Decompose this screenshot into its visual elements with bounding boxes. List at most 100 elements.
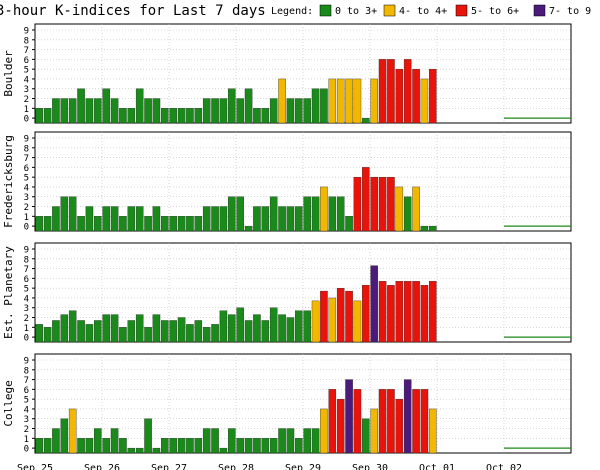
bar — [194, 108, 203, 124]
bar — [253, 206, 261, 232]
bar — [336, 398, 345, 454]
y-tick-label: 1 — [24, 213, 29, 223]
bar — [328, 389, 337, 454]
bar — [269, 307, 278, 343]
bar — [429, 408, 437, 454]
bar — [353, 300, 362, 343]
bar — [278, 206, 286, 232]
bar — [261, 206, 270, 232]
bar — [169, 320, 177, 343]
y-tick-label: 9 — [24, 135, 29, 145]
bar — [412, 389, 420, 454]
bar — [412, 68, 420, 124]
bar — [228, 196, 236, 232]
bar — [228, 428, 236, 454]
panel-frame — [34, 242, 572, 343]
bar — [127, 206, 136, 232]
panel-label: Boulder — [2, 50, 15, 97]
bar — [395, 186, 404, 232]
bar — [362, 167, 370, 232]
bar — [161, 216, 169, 232]
bar — [35, 108, 43, 124]
bar — [278, 428, 286, 454]
y-tick-label: 9 — [24, 27, 29, 37]
x-tick-label: Sep 30 — [352, 463, 388, 470]
y-tick-label: 8 — [24, 255, 29, 265]
bar — [110, 206, 119, 232]
y-tick-label: 2 — [24, 314, 29, 324]
bar — [43, 108, 52, 124]
bar — [219, 98, 228, 124]
bar — [60, 314, 69, 343]
y-tick-label: 4 — [24, 405, 29, 415]
bar — [328, 297, 337, 343]
bar — [144, 327, 152, 343]
bar — [320, 88, 328, 124]
y-tick-label: 5 — [24, 285, 29, 295]
bar — [219, 310, 228, 343]
y-tick-label: 0 — [24, 334, 29, 344]
bar — [102, 88, 110, 124]
y-tick-label: 2 — [24, 95, 29, 105]
bar — [102, 314, 110, 343]
bar — [202, 98, 211, 124]
y-tick-label: 4 — [24, 75, 29, 85]
bar — [68, 310, 77, 343]
panel-label: Est. Planetary — [2, 246, 15, 339]
y-tick-label: 5 — [24, 174, 29, 184]
panel-frame — [34, 23, 572, 124]
bar — [85, 438, 94, 454]
y-tick-label: 8 — [24, 144, 29, 154]
y-tick-label: 8 — [24, 366, 29, 376]
x-axis: Sep 25 Sep 26 Sep 27 Sep 28 Sep 29 Sep 30 Oct … — [17, 463, 522, 470]
bar — [228, 88, 236, 124]
x-tick-label: Oct 01 — [419, 463, 455, 470]
bar — [286, 98, 295, 124]
y-tick-label: 2 — [24, 425, 29, 435]
bar — [194, 216, 203, 232]
y-tick-label: 5 — [24, 66, 29, 76]
legend-swatch — [533, 4, 546, 17]
bar — [253, 314, 261, 343]
bar — [43, 438, 52, 454]
bar — [403, 379, 412, 454]
y-tick-label: 7 — [24, 154, 29, 164]
bar — [94, 428, 102, 454]
y-tick-label: 1 — [24, 324, 29, 334]
bar — [336, 287, 345, 343]
bar — [370, 265, 378, 343]
x-tick-label: Sep 29 — [285, 463, 321, 470]
bar — [403, 281, 412, 343]
bar — [353, 176, 362, 232]
bar — [127, 447, 136, 454]
bar — [135, 88, 144, 124]
panel-label: College — [2, 380, 15, 426]
legend-entry-label: 5- to 6+ — [471, 6, 519, 17]
bar — [429, 281, 437, 343]
y-tick-label: 2 — [24, 203, 29, 213]
bar — [303, 196, 311, 232]
bar — [119, 438, 127, 454]
bar — [127, 320, 136, 343]
bar — [43, 327, 52, 343]
legend-entry-label: 7- to 9 — [549, 6, 591, 17]
bar — [420, 389, 429, 454]
bar — [77, 438, 85, 454]
bar — [177, 216, 186, 232]
bar — [202, 327, 211, 343]
y-tick-label: 3 — [24, 304, 29, 314]
bar — [177, 317, 186, 343]
bar — [52, 428, 60, 454]
bar — [295, 98, 303, 124]
legend-entry: 5- to 6+ — [455, 4, 519, 17]
bar — [119, 216, 127, 232]
y-tick-label: 1 — [24, 105, 29, 115]
bar — [186, 216, 194, 232]
bar — [395, 398, 404, 454]
bar — [320, 186, 328, 232]
y-tick-label: 4 — [24, 183, 29, 193]
bar — [286, 317, 295, 343]
bar — [412, 186, 420, 232]
